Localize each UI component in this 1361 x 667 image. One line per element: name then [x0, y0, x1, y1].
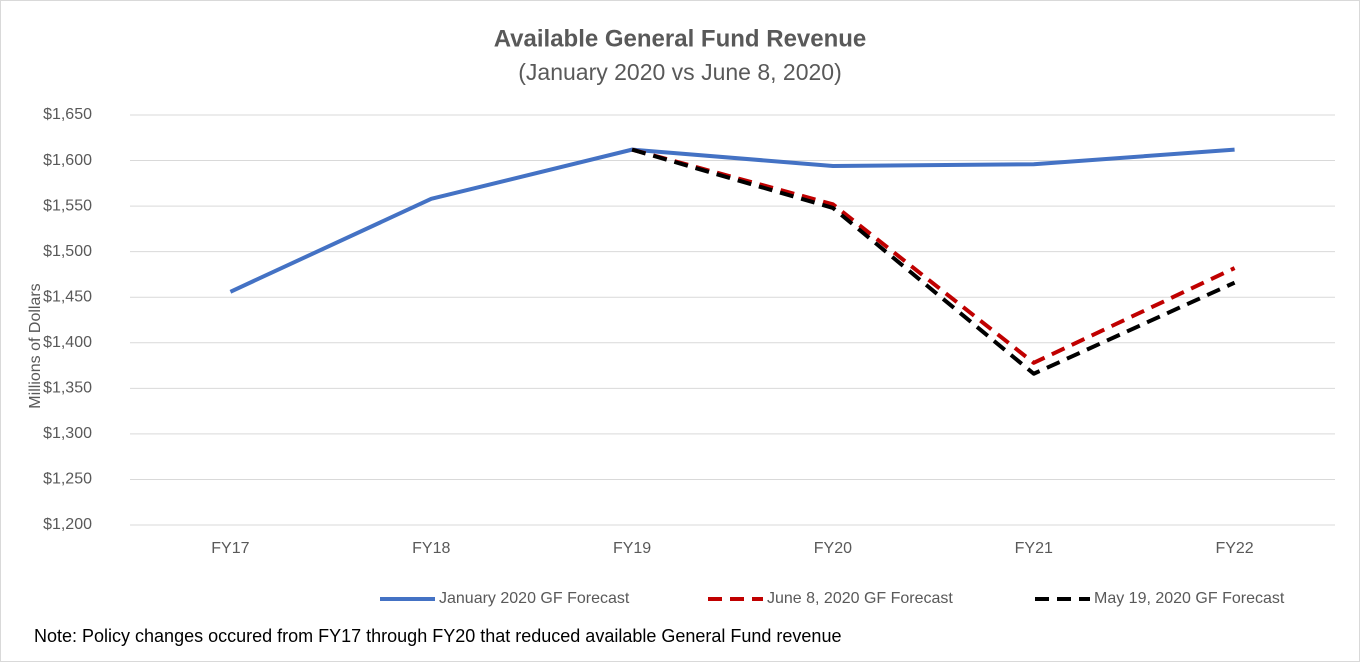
legend-label: January 2020 GF Forecast	[439, 590, 630, 607]
y-tick-label: $1,450	[43, 288, 92, 305]
chart-title: Available General Fund Revenue	[494, 25, 867, 52]
x-tick-label: FY20	[814, 540, 852, 557]
y-tick-label: $1,400	[43, 334, 92, 351]
y-axis-title: Millions of Dollars	[27, 283, 44, 408]
y-tick-label: $1,600	[43, 152, 92, 169]
x-tick-label: FY19	[613, 540, 651, 557]
x-tick-label: FY21	[1015, 540, 1053, 557]
series-line	[631, 147, 1236, 365]
chart-subtitle: (January 2020 vs June 8, 2020)	[518, 59, 841, 85]
y-tick-label: $1,550	[43, 197, 92, 214]
y-tick-label: $1,300	[43, 425, 92, 442]
y-tick-label: $1,500	[43, 243, 92, 260]
series-line	[229, 147, 1235, 294]
legend-label: May 19, 2020 GF Forecast	[1094, 590, 1285, 607]
y-tick-label: $1,200	[43, 516, 92, 533]
y-tick-label: $1,650	[43, 106, 92, 123]
y-tick-label: $1,350	[43, 380, 92, 397]
x-tick-label: FY18	[412, 540, 450, 557]
y-tick-label: $1,250	[43, 471, 92, 488]
note: Note: Policy changes occured from FY17 t…	[34, 626, 841, 646]
x-tick-label: FY22	[1215, 540, 1253, 557]
legend-label: June 8, 2020 GF Forecast	[767, 590, 953, 607]
series-line	[631, 147, 1236, 376]
x-tick-label: FY17	[211, 540, 249, 557]
